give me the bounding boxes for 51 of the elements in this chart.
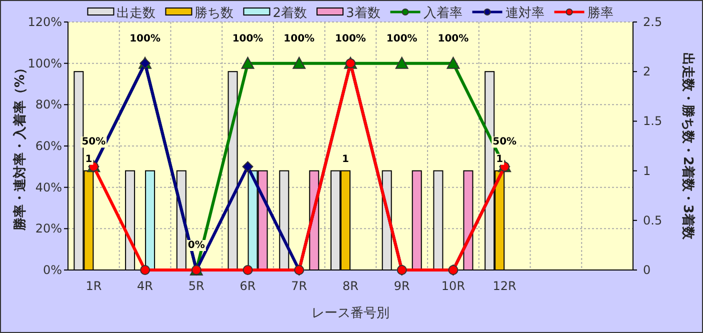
data-label: 50% xyxy=(82,136,106,148)
data-label: 100% xyxy=(386,33,418,44)
data-label: 100% xyxy=(130,33,160,44)
x-tick-label: 10R xyxy=(441,279,466,293)
x-tick-label: 4R xyxy=(137,279,154,293)
y2-tick-label: 1.5 xyxy=(643,114,662,128)
data-label: 100% xyxy=(284,33,315,44)
x-tick-label: 5R xyxy=(188,279,204,293)
legend-label: 出走数 xyxy=(116,6,156,21)
y-tick-label: 0% xyxy=(42,263,62,277)
data-label: 100% xyxy=(232,33,264,44)
point xyxy=(395,56,408,69)
x-tick-label: 1R xyxy=(86,279,102,293)
point xyxy=(242,161,254,172)
y2-tick-label: 0.5 xyxy=(643,213,662,228)
point xyxy=(241,56,254,69)
x-tick-label: 9R xyxy=(394,279,410,293)
point xyxy=(242,265,253,275)
legend-label: 勝ち数 xyxy=(194,6,234,21)
data-label: 0% xyxy=(188,240,205,251)
y-tick-label: 100% xyxy=(28,56,62,70)
data-label: 50% xyxy=(492,136,517,148)
y-tick-label: 80% xyxy=(35,98,62,112)
x-tick-label: 12R xyxy=(492,279,516,293)
y-tick-label: 120% xyxy=(28,15,62,29)
legend-label: 3着数 xyxy=(346,5,380,21)
data-label: 100% xyxy=(438,33,469,44)
legend-label: 2着数 xyxy=(272,5,307,21)
y2-axis-title: 出走数・勝ち数・2着数・3着数 xyxy=(680,52,696,241)
legend-label: 勝率 xyxy=(587,5,614,21)
y2-tick-label: 1 xyxy=(643,164,651,178)
y2-tick-label: 0 xyxy=(643,263,651,277)
y2-tick-label: 2.5 xyxy=(643,15,662,29)
point xyxy=(446,56,460,69)
y-tick-label: 20% xyxy=(35,222,62,236)
y2-tick-label: 2 xyxy=(643,64,651,79)
x-tick-label: 6R xyxy=(240,279,256,293)
x-tick-label: 8R xyxy=(342,279,358,293)
data-label: 1 xyxy=(496,154,504,165)
legend-label: 入着率 xyxy=(423,5,462,21)
data-label: 1 xyxy=(85,154,92,165)
x-tick-label: 7R xyxy=(291,279,308,293)
y-axis-title: 勝率・連対率・入着率（%） xyxy=(12,61,28,232)
y-tick-label: 40% xyxy=(35,180,62,194)
y-tick-label: 60% xyxy=(35,139,62,153)
point xyxy=(292,56,306,69)
point xyxy=(140,265,150,275)
x-axis-title: レース番号別 xyxy=(312,306,390,321)
data-label: 1 xyxy=(342,154,350,165)
data-label: 100% xyxy=(335,33,366,44)
legend-label: 連対率 xyxy=(505,5,544,21)
